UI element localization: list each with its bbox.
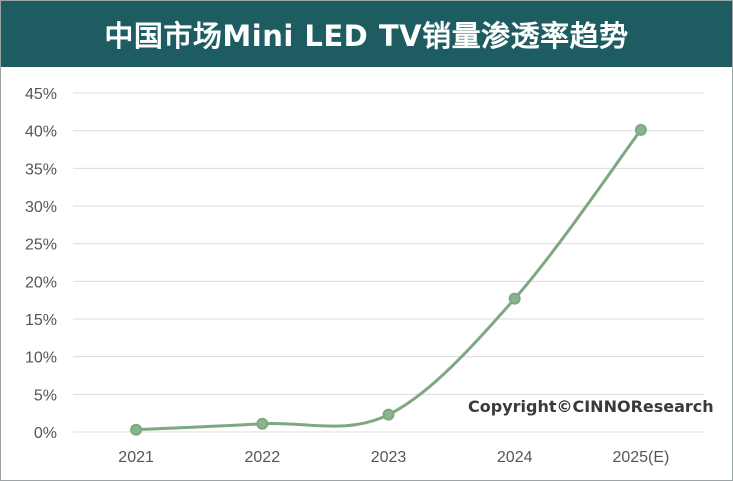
data-point (508, 292, 521, 305)
y-tick-label: 30% (25, 199, 57, 216)
y-tick-label: 20% (25, 274, 57, 291)
x-tick-label: 2023 (371, 449, 407, 466)
gridlines (73, 92, 704, 433)
x-tick-label: 2025(E) (612, 449, 669, 466)
data-point (382, 408, 395, 421)
chart-title: 中国市场Mini LED TV销量渗透率趋势 (104, 19, 629, 53)
y-tick-label: 5% (34, 387, 57, 404)
x-tick-label: 2022 (245, 449, 281, 466)
y-tick-label: 15% (25, 312, 57, 329)
x-tick-label: 2021 (118, 449, 154, 466)
x-tick-label: 2024 (497, 449, 533, 466)
x-axis-ticks: 2021 2022 2023 2024 2025(E) (118, 449, 669, 466)
y-tick-label: 10% (25, 350, 57, 367)
y-tick-label: 45% (25, 86, 57, 103)
y-tick-label: 35% (25, 161, 57, 178)
data-point (634, 123, 647, 136)
y-tick-label: 40% (25, 124, 57, 141)
series-line (134, 128, 643, 432)
data-point (130, 423, 143, 436)
y-tick-label: 25% (25, 237, 57, 254)
y-axis-ticks: 0% 5% 10% 15% 20% 25% 30% 35% 40% 45% (25, 86, 57, 442)
y-tick-label: 0% (34, 425, 57, 442)
data-points (130, 123, 647, 436)
data-point (256, 417, 269, 430)
title-bar: 中国市场Mini LED TV销量渗透率趋势 (1, 1, 732, 67)
copyright-watermark: Copyright©CINNOResearch (468, 397, 714, 416)
